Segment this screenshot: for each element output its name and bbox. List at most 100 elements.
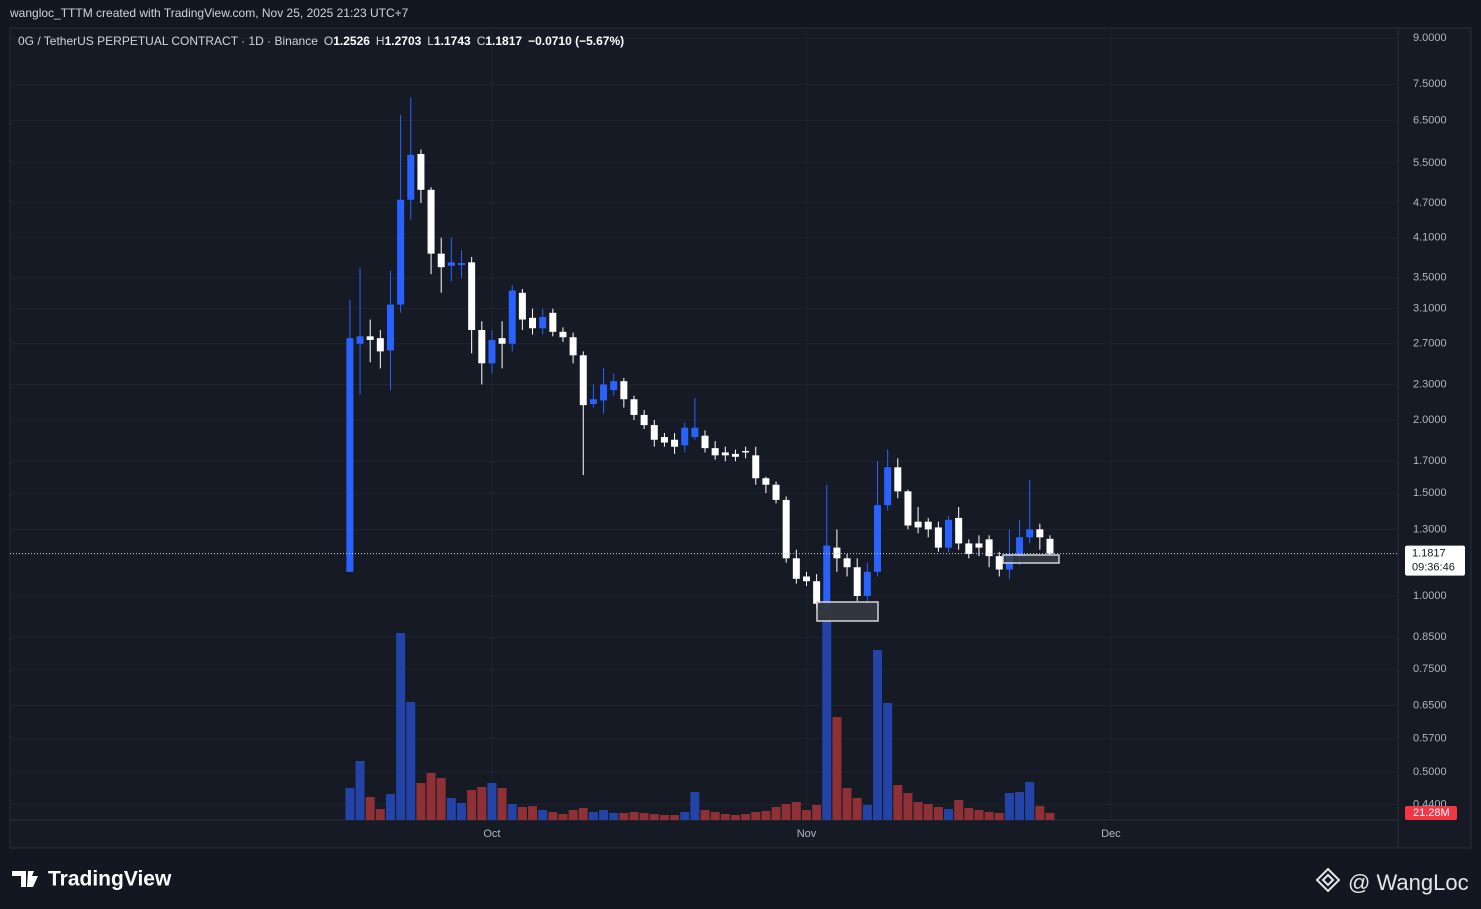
volume-bar	[487, 783, 497, 820]
candle-body	[600, 384, 608, 401]
candle-body	[863, 571, 871, 597]
candle-body	[731, 453, 739, 457]
y-tick-label: 0.5700	[1413, 733, 1447, 745]
volume-bar	[345, 788, 355, 820]
volume-bar	[822, 620, 832, 820]
candle-body	[488, 340, 496, 364]
x-tick-label: Oct	[483, 828, 500, 840]
volume-bar	[406, 702, 416, 820]
candle-body	[508, 290, 516, 344]
y-tick-label: 9.0000	[1413, 32, 1447, 44]
candle-body	[691, 427, 699, 438]
volume-bar	[548, 812, 558, 820]
candle-body	[792, 558, 800, 579]
candle-body	[579, 355, 587, 406]
y-tick-label: 1.5000	[1413, 487, 1447, 499]
candle-body	[650, 425, 658, 440]
candle-body	[843, 558, 851, 568]
drawing-box	[1002, 554, 1060, 564]
y-tick-label: 1.3000	[1413, 523, 1447, 535]
candle-body	[752, 455, 760, 479]
candle-body	[427, 189, 435, 254]
candle-body	[853, 567, 861, 597]
price-axis: 9.0000 7.5000 6.5000 5.5000 4.7000 4.1000 3.50…	[483, 32, 1465, 840]
volume-bar	[771, 807, 781, 820]
watermark-text: @ WangLoc	[1348, 870, 1469, 895]
candle-body	[813, 581, 821, 604]
volume-bar	[781, 804, 791, 820]
ohlc-label: C	[477, 34, 486, 48]
volume-bar	[558, 814, 568, 820]
volume-bar	[507, 804, 517, 820]
watermark: @ WangLoc	[1315, 867, 1469, 895]
candle-body	[721, 452, 729, 456]
x-tick-label: Dec	[1101, 828, 1121, 840]
price-tag	[1405, 545, 1465, 576]
price-tag-value: 1.1817	[1412, 548, 1446, 560]
candle-body	[762, 478, 770, 485]
volume-bar	[599, 810, 609, 820]
candle-body	[894, 467, 902, 492]
legend: 0G / TetherUS PERPETUAL CONTRACT · 1D · …	[18, 34, 624, 48]
candle-body	[904, 491, 912, 526]
y-tick-label: 2.0000	[1413, 414, 1447, 426]
volume-bar	[1035, 806, 1045, 820]
volume-bar	[609, 813, 619, 820]
candle-body	[640, 414, 648, 426]
y-tick-label: 2.7000	[1413, 338, 1447, 350]
ohlc-label: O	[324, 34, 333, 48]
open-value: 1.2526	[333, 34, 370, 48]
volume-bar	[842, 788, 852, 820]
x-tick-label: Nov	[797, 828, 817, 840]
volume-bar	[649, 814, 659, 820]
y-tick-label: 2.3000	[1413, 378, 1447, 390]
y-tick-label: 1.7000	[1413, 455, 1447, 467]
candle-body	[376, 338, 384, 352]
y-tick-label: 0.6500	[1413, 699, 1447, 711]
candle-body	[518, 292, 526, 320]
countdown: 09:36:46	[1412, 562, 1455, 574]
volume-bar	[629, 812, 639, 820]
candle-body	[742, 450, 750, 453]
volume-bar	[791, 802, 801, 820]
chart-pane	[9, 27, 1472, 849]
volume-bar	[730, 815, 740, 820]
y-tick-label: 4.1000	[1413, 232, 1447, 244]
volume-bar	[690, 792, 700, 820]
volume-bar	[700, 810, 710, 820]
volume-bar	[467, 790, 477, 820]
volume-bar	[761, 811, 771, 820]
ohlc-label: H	[376, 34, 385, 48]
volume-bar	[751, 812, 761, 820]
y-tick-label: 6.5000	[1413, 115, 1447, 127]
volume-bar	[994, 813, 1004, 820]
candle-body	[559, 331, 567, 338]
candle-body	[995, 556, 1003, 570]
candle-body	[397, 199, 405, 305]
volume-bar	[528, 806, 538, 820]
candle-body	[1046, 538, 1054, 554]
volume-bar	[396, 633, 406, 820]
volume-tag	[1405, 806, 1457, 820]
grid	[10, 28, 1398, 820]
drawing-box	[816, 601, 879, 622]
y-tick-label: 1.0000	[1413, 590, 1447, 602]
volume-bar	[588, 812, 598, 820]
candle-body	[539, 316, 547, 329]
candle-body	[1016, 537, 1024, 557]
candle-body	[823, 545, 831, 604]
volume-bar	[538, 810, 548, 820]
candle-body	[874, 505, 881, 572]
candle-body	[589, 399, 597, 404]
candle-body	[1026, 529, 1034, 538]
volume-bar	[477, 787, 487, 820]
candle-body	[914, 521, 922, 528]
logo-icon	[12, 871, 38, 887]
candle-body	[965, 543, 973, 554]
candle-body	[620, 381, 628, 400]
byline: wangloc_TTTM created with TradingView.co…	[9, 6, 409, 20]
y-tick-label: 4.7000	[1413, 197, 1447, 209]
volume-bar	[355, 761, 365, 820]
volume	[345, 620, 1055, 820]
